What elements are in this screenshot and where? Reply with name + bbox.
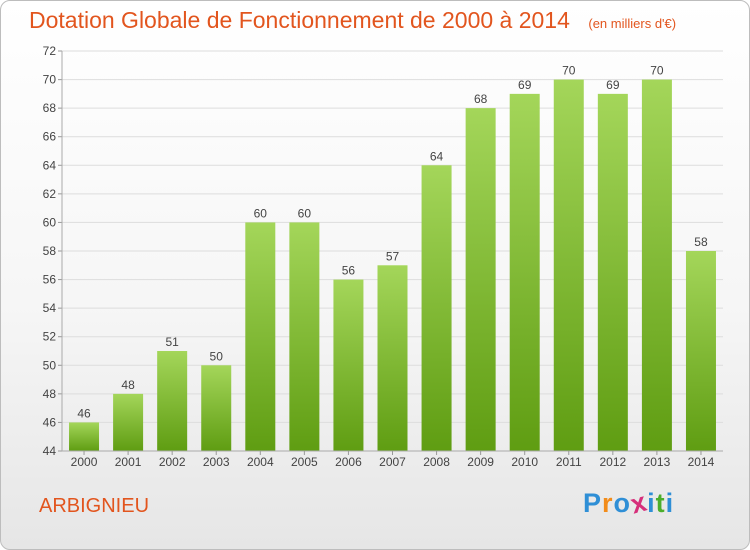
bar-2003[interactable]	[201, 365, 232, 451]
bar-2001[interactable]	[113, 393, 144, 451]
data-label: 56	[342, 264, 356, 278]
y-tick-label: 54	[43, 301, 57, 315]
bars	[69, 79, 716, 452]
x-tick-label: 2008	[423, 455, 450, 469]
x-tick-label: 2011	[556, 455, 582, 469]
y-tick-label: 66	[43, 130, 57, 144]
data-label: 57	[386, 249, 400, 263]
x-tick-label: 2000	[71, 455, 98, 469]
x-tick-label: 2010	[511, 455, 538, 469]
x-tick-label: 2006	[335, 455, 362, 469]
bar-2005[interactable]	[289, 222, 320, 451]
data-label: 48	[121, 378, 135, 392]
y-tick-label: 64	[43, 158, 57, 172]
x-tick-label: 2013	[644, 455, 671, 469]
logo-letter: t	[655, 488, 666, 518]
x-tick-label: 2002	[159, 455, 186, 469]
data-label: 69	[606, 78, 620, 92]
data-label: 70	[650, 64, 664, 78]
y-tick-label: 58	[43, 244, 57, 258]
logo-letter: i	[647, 488, 656, 518]
commune-name: ARBIGNIEU	[39, 495, 150, 517]
data-label: 70	[562, 64, 576, 78]
bar-2009[interactable]	[465, 108, 496, 452]
x-tick-label: 2012	[599, 455, 626, 469]
chart-subtitle: (en milliers d'€)	[588, 16, 677, 31]
bar-2002[interactable]	[157, 351, 188, 451]
y-tick-label: 72	[43, 44, 57, 58]
y-tick-label: 68	[43, 101, 57, 115]
logo-letter: r	[602, 488, 614, 518]
y-tick-label: 56	[43, 273, 57, 287]
y-tick-label: 44	[43, 444, 57, 458]
y-tick-label: 60	[43, 215, 57, 229]
bar-2008[interactable]	[421, 165, 452, 452]
logo-letter: i	[665, 488, 675, 518]
data-label: 50	[210, 349, 224, 363]
bar-2013[interactable]	[641, 79, 672, 452]
labels: 44 46 48 50 52 54 56 58 60 62 64 66 68 70 72 46 2000 48 20…	[43, 44, 715, 469]
y-tick-label: 62	[43, 187, 57, 201]
bar-2012[interactable]	[597, 93, 628, 451]
y-tick-label: 70	[43, 73, 57, 87]
bar-2004[interactable]	[245, 222, 276, 451]
y-tick-label: 52	[43, 330, 57, 344]
bar-2007[interactable]	[377, 265, 408, 451]
x-tick-label: 2001	[115, 455, 142, 469]
data-label: 68	[474, 92, 488, 106]
logo-letter: P	[583, 488, 603, 518]
x-tick-label: 2004	[247, 455, 274, 469]
data-label: 46	[77, 406, 91, 420]
axes	[58, 50, 723, 455]
y-tick-label: 48	[43, 387, 57, 401]
y-tick-label: 50	[43, 358, 57, 372]
bar-2006[interactable]	[333, 279, 364, 451]
data-label: 51	[165, 335, 179, 349]
data-label: 60	[298, 206, 312, 220]
proxiti-logo[interactable]: Proxiti	[583, 486, 675, 519]
bar-2010[interactable]	[509, 93, 540, 451]
data-label: 60	[254, 206, 268, 220]
bar-2000[interactable]	[69, 422, 100, 451]
bar-2011[interactable]	[553, 79, 584, 452]
x-tick-label: 2009	[467, 455, 494, 469]
x-tick-label: 2014	[688, 455, 715, 469]
data-label: 69	[518, 78, 532, 92]
data-label: 64	[430, 149, 444, 163]
bar-2014[interactable]	[685, 251, 716, 451]
title-line: Dotation Globale de Fonctionnement de 20…	[29, 7, 676, 34]
x-tick-label: 2005	[291, 455, 318, 469]
chart-title: Dotation Globale de Fonctionnement de 20…	[29, 7, 570, 33]
logo-letter: o	[613, 488, 632, 518]
data-label: 58	[694, 235, 708, 249]
x-tick-label: 2003	[203, 455, 230, 469]
y-tick-label: 46	[43, 415, 57, 429]
x-tick-label: 2007	[379, 455, 406, 469]
